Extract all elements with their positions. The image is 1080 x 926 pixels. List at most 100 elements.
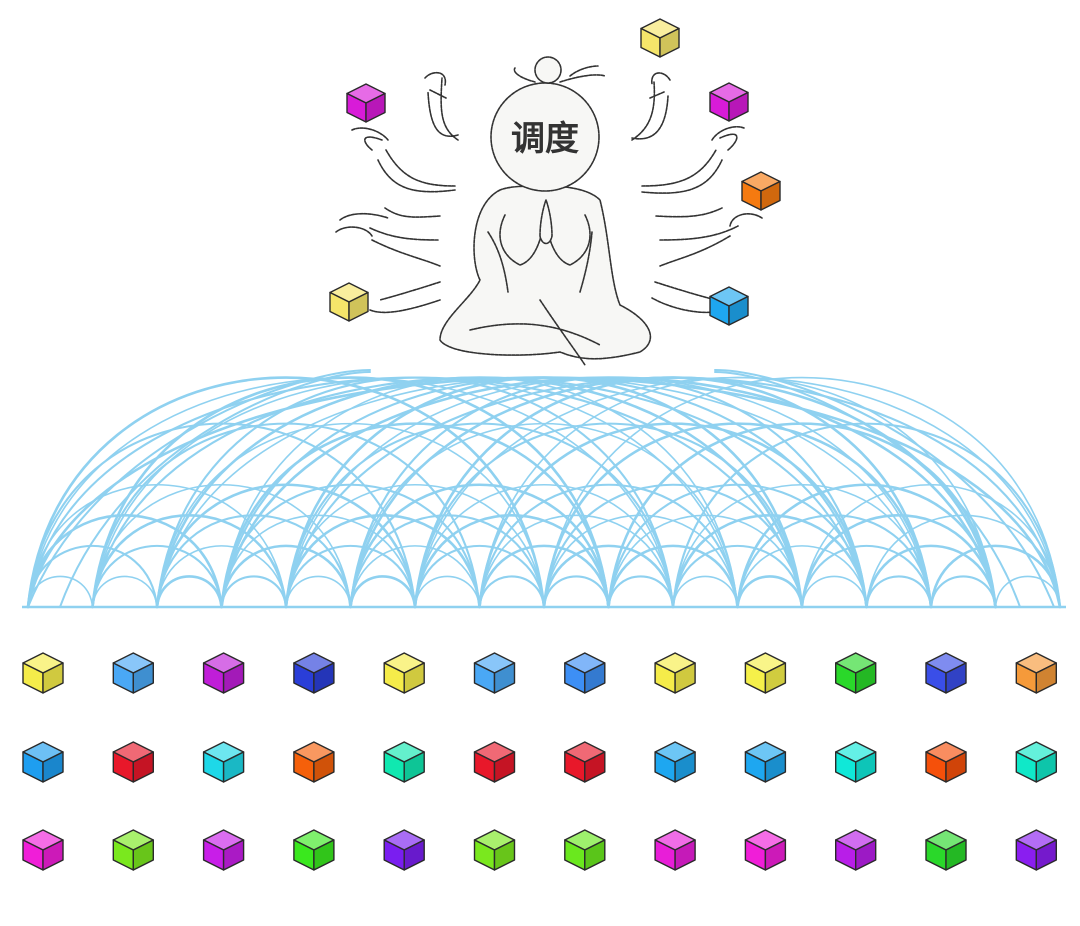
block-r2-c7 (564, 741, 606, 783)
left-arms (335, 71, 459, 314)
arc-72 (607, 422, 997, 609)
arc-73 (672, 575, 739, 608)
arc-43 (349, 545, 481, 608)
arc-60 (478, 422, 868, 609)
arc-56 (478, 575, 546, 609)
block-r2-c11 (925, 741, 967, 783)
block-r2-c9 (744, 741, 787, 783)
block-r2-c3 (202, 741, 245, 783)
arc-83 (800, 545, 933, 609)
arc-31 (220, 376, 739, 608)
arc-1 (27, 575, 94, 608)
right-arm-2 (641, 125, 745, 187)
arc-39 (284, 376, 804, 609)
block-r1-c4 (293, 652, 335, 694)
arc-19 (156, 545, 287, 608)
block-r3-c3 (202, 829, 245, 871)
block-r3-c5 (383, 829, 425, 871)
left-arm-1-forearm (427, 91, 459, 137)
block-r3-c9 (744, 829, 787, 871)
left-arm-3 (339, 207, 441, 221)
block-r2-c8 (654, 741, 696, 783)
arc-86 (865, 575, 933, 609)
arc-84 (800, 514, 997, 609)
right-arm-2-lower (641, 159, 723, 194)
arc-47 (349, 376, 868, 609)
arc-51 (413, 514, 610, 609)
block-r1-c6 (473, 652, 516, 694)
block-r3-c1 (22, 829, 64, 871)
right-arm-3 (655, 207, 723, 218)
arc-62 (542, 575, 610, 609)
block-r1-c9 (744, 652, 787, 694)
held-block-3 (709, 82, 749, 122)
arc-7 (27, 376, 674, 608)
arc-53 (413, 422, 804, 609)
arc-49 (414, 575, 481, 608)
block-r2-c5 (383, 741, 425, 783)
arc-54 (413, 376, 933, 609)
arc-90 (929, 544, 1062, 609)
block-r3-c7 (564, 829, 606, 871)
sweep-arc-2 (714, 369, 1055, 608)
arc-24 (155, 376, 804, 609)
block-r3-c4 (293, 829, 335, 871)
arc-16 (91, 376, 739, 608)
block-r2-c12 (1015, 741, 1058, 783)
block-r2-c6 (473, 741, 516, 783)
arc-78 (736, 575, 804, 609)
block-r3-c11 (925, 829, 967, 871)
block-r3-c10 (835, 829, 877, 871)
right-arm-1-forearm (631, 95, 669, 140)
robe-sleeve-right (547, 214, 591, 266)
arc-55 (414, 376, 1061, 608)
arc-77 (671, 422, 1062, 609)
hair-ribbon (513, 65, 606, 83)
robe-body (439, 185, 652, 360)
arc-80 (736, 514, 933, 609)
held-block-4 (741, 171, 781, 211)
held-block-2 (346, 83, 386, 123)
held-block-6 (709, 286, 749, 326)
held-block-5 (329, 282, 369, 322)
arc-23 (155, 376, 675, 609)
arc-64 (543, 514, 739, 608)
robe-fold-right (579, 231, 593, 293)
arc-69 (607, 544, 739, 609)
block-grid (22, 652, 1058, 871)
arc-89 (929, 575, 997, 609)
block-r2-c1 (22, 741, 64, 783)
arc-70 (607, 514, 803, 608)
connection-arcs (26, 369, 1062, 609)
block-r2-c2 (112, 741, 155, 783)
right-arm-1 (631, 72, 671, 141)
head-label: 调度 (511, 119, 579, 159)
arc-58 (478, 514, 674, 608)
arc-34 (285, 575, 352, 608)
hair-bun (534, 56, 562, 84)
held-block-1 (640, 18, 680, 58)
arc-68 (607, 575, 675, 609)
arc-63 (542, 544, 675, 609)
arc-88 (865, 514, 1061, 608)
arc-87 (865, 544, 997, 609)
arc-74 (671, 545, 804, 609)
block-r1-c10 (835, 652, 877, 694)
left-arm-5 (369, 281, 441, 314)
block-r1-c1 (22, 652, 64, 694)
left-arm-2-lower (377, 159, 456, 193)
block-r1-c12 (1015, 652, 1058, 694)
right-arm-5 (651, 281, 717, 314)
arc-18 (155, 575, 223, 609)
held-blocks (329, 18, 781, 326)
arc-40 (285, 376, 932, 608)
arc-26 (220, 575, 288, 609)
arc-57 (478, 544, 610, 609)
arc-10 (91, 575, 158, 608)
block-r3-c6 (473, 829, 516, 871)
block-r1-c7 (564, 652, 606, 694)
scheduler-figure: 调度 (329, 18, 781, 366)
block-r1-c2 (112, 652, 155, 694)
block-r1-c5 (383, 652, 425, 694)
arc-42 (349, 575, 417, 609)
